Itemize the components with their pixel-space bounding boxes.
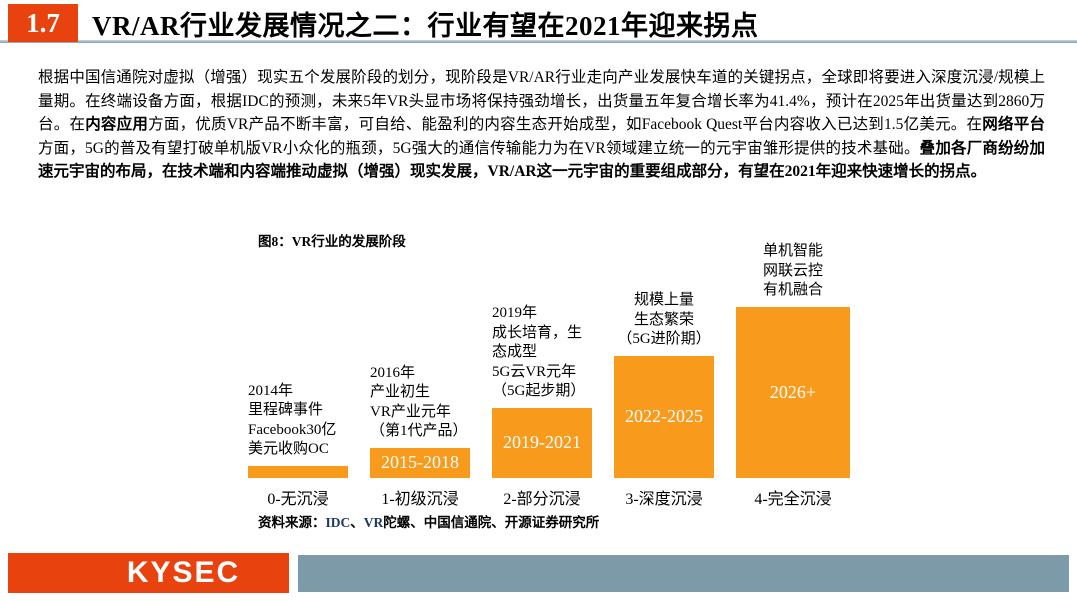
source-segment: 资料来源： bbox=[258, 515, 326, 530]
section-number: 1.7 bbox=[26, 7, 60, 38]
stage-axis-label: 4-完全沉浸 bbox=[754, 490, 832, 508]
chart-stage-3: 规模上量 生态繁荣 （5G进阶期） 2022-2025 3-深度沉浸 bbox=[614, 291, 714, 508]
stage-annotation: 单机智能 网联云控 有机融合 bbox=[762, 243, 823, 298]
body-paragraph: 根据中国信通院对虚拟（增强）现实五个发展阶段的划分，现阶段是VR/AR行业走向产… bbox=[38, 66, 1045, 184]
source-segment-navy: VR bbox=[363, 515, 384, 530]
stage-bar: 2019-2021 bbox=[492, 407, 592, 478]
chart-stage-2: 2019年 成长培育，生 态成型 5G云VR元年 （5G起步期） 2019-20… bbox=[492, 304, 592, 508]
source-segment: 陀螺、中国信通院、开源证券研究所 bbox=[383, 515, 600, 530]
stage-annotation: 2016年 产业初生 VR产业元年 （第1代产品） bbox=[370, 364, 468, 440]
paragraph-segment: 根据中国信通院对虚拟（增强）现实五个发展阶段的划分，现阶段是VR/AR行业走向产… bbox=[38, 69, 1045, 134]
stage-bar bbox=[248, 465, 348, 478]
stage-annotation: 2014年 里程碑事件 Facebook30亿 美元收购OC bbox=[248, 382, 337, 458]
stage-axis-label: 1-初级沉浸 bbox=[381, 490, 459, 508]
stage-period-label: 2015-2018 bbox=[381, 452, 459, 472]
stage-period-label: 2026+ bbox=[769, 381, 817, 402]
footer-accent-bar bbox=[298, 555, 1069, 592]
paragraph-segment-bold: 内容应用 bbox=[85, 116, 149, 134]
paragraph-segment-bold: 网络平台 bbox=[982, 116, 1045, 134]
source-segment-navy: IDC bbox=[325, 515, 351, 530]
stage-bar: 2015-2018 bbox=[370, 447, 470, 478]
section-number-badge: 1.7 bbox=[8, 4, 78, 42]
kysec-logo-text: KYSEC bbox=[126, 556, 241, 589]
source-note: 资料来源：IDC、VR陀螺、中国信通院、开源证券研究所 bbox=[258, 511, 599, 531]
stage-period-label: 2019-2021 bbox=[503, 432, 581, 452]
stage-axis-label: 3-深度沉浸 bbox=[625, 490, 703, 508]
stage-annotation: 2019年 成长培育，生 态成型 5G云VR元年 （5G起步期） bbox=[492, 305, 586, 399]
figure-title: 图8：VR行业的发展阶段 bbox=[258, 234, 406, 249]
chart-stage-0: 2014年 里程碑事件 Facebook30亿 美元收购OC 0-无沉浸 bbox=[248, 382, 348, 508]
stage-bar-chart: 2014年 里程碑事件 Facebook30亿 美元收购OC 0-无沉浸 201… bbox=[248, 242, 850, 508]
stage-axis-label: 2-部分沉浸 bbox=[503, 490, 581, 508]
stage-bar: 2026+ bbox=[736, 306, 850, 478]
header-divider bbox=[0, 40, 1077, 43]
chart-stage-4: 单机智能 网联云控 有机融合 2026+ 4-完全沉浸 bbox=[736, 242, 850, 508]
stage-annotation: 规模上量 生态繁荣 （5G进阶期） bbox=[617, 292, 711, 347]
paragraph-segment-bold: 叠加各厂商纷纷加速元宇宙的布局，在技术端和内容端推动虚拟（增强）现实发展，VR/… bbox=[38, 139, 1045, 181]
paragraph-segment: 方面，5G的普及有望打破单机版VR小众化的瓶颈，5G强大的通信传输能力为在VR领… bbox=[38, 139, 920, 157]
page-title: VR/AR行业发展情况之二：行业有望在2021年迎来拐点 bbox=[92, 11, 759, 41]
kysec-logo: KYSEC bbox=[8, 553, 289, 593]
paragraph-segment: 方面，优质VR产品不断丰富，可自给、能盈利的内容生态开始成型，如Facebook… bbox=[148, 116, 983, 134]
chart-stage-1: 2016年 产业初生 VR产业元年 （第1代产品） 2015-2018 1-初级… bbox=[370, 364, 470, 508]
stage-period-label: 2022-2025 bbox=[625, 406, 703, 426]
stage-bar: 2022-2025 bbox=[614, 355, 714, 478]
source-segment: 、 bbox=[350, 515, 364, 530]
stage-axis-label: 0-无沉浸 bbox=[267, 490, 329, 508]
